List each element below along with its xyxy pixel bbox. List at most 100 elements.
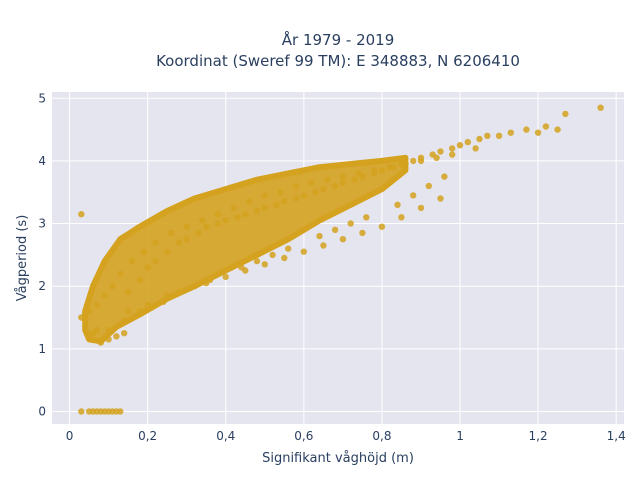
scatter-point (437, 195, 444, 202)
scatter-point (351, 176, 358, 183)
x-tick-label: 1,2 (529, 429, 548, 443)
scatter-point (136, 308, 143, 315)
scatter-point (386, 164, 393, 171)
x-tick-label: 0,4 (216, 429, 235, 443)
scatter-point (312, 189, 319, 196)
scatter-point (370, 167, 378, 174)
scatter-point (214, 211, 222, 218)
scatter-point (261, 261, 268, 268)
scatter-point (144, 264, 151, 271)
scatter-point (253, 207, 261, 215)
scatter-point (199, 217, 206, 224)
scatter-point (113, 333, 120, 340)
x-tick-label: 0,2 (138, 429, 157, 443)
scatter-point (246, 198, 253, 205)
scatter-point (597, 104, 604, 111)
scatter-point (437, 148, 444, 155)
tick-labels: 0 0,2 0,4 0,6 0,8 1 1,2 1,4 0 1 2 3 4 5 (38, 91, 625, 443)
scatter-point (285, 245, 292, 252)
x-tick-label: 0 (66, 429, 74, 443)
scatter-point (175, 239, 183, 246)
y-tick-label: 1 (38, 342, 46, 356)
scatter-point (472, 145, 479, 152)
scatter-point (230, 204, 237, 212)
scatter-point (97, 339, 105, 346)
scatter-point (183, 223, 190, 230)
scatter-point (109, 283, 116, 290)
scatter-point (378, 167, 386, 174)
scatter-point (433, 154, 440, 161)
scatter-point (281, 198, 288, 205)
scatter-point (164, 292, 171, 299)
scatter-point (417, 204, 425, 212)
scatter-point (339, 173, 347, 180)
scatter-point (456, 142, 464, 149)
scatter-point (183, 236, 190, 243)
scatter-point (164, 248, 171, 255)
y-axis-label: Vågperiod (s) (15, 215, 30, 302)
scatter-point (160, 298, 167, 305)
scatter-point (359, 229, 366, 237)
scatter-point (476, 135, 483, 143)
scatter-point (320, 185, 327, 193)
scatter-point (203, 223, 210, 230)
scatter-point (121, 330, 128, 337)
scatter-point (253, 257, 261, 265)
y-tick-label: 5 (38, 91, 46, 105)
scatter-point (308, 179, 315, 186)
scatter-point (449, 145, 456, 152)
scatter-point (152, 257, 159, 265)
scatter-point (183, 286, 190, 293)
scatter-point (300, 248, 307, 255)
scatter-point (167, 229, 175, 237)
scatter-point (121, 317, 128, 324)
scatter-point (214, 220, 222, 227)
scatter-point (261, 192, 268, 199)
scatter-point (222, 217, 229, 224)
scatter-point (292, 182, 300, 190)
y-tick-label: 3 (38, 217, 46, 231)
scatter-point (140, 248, 147, 255)
scatter-point (320, 242, 327, 249)
x-tick-label: 1 (456, 429, 464, 443)
scatter-point (124, 289, 132, 296)
scatter-point (339, 236, 347, 243)
scatter-point (269, 251, 276, 259)
scatter-point (105, 326, 112, 334)
scatter-point (441, 173, 448, 180)
scatter-point (410, 192, 417, 199)
scatter-point (324, 176, 331, 183)
scatter-point (281, 254, 288, 262)
scatter-point (101, 292, 108, 299)
scatter-point (394, 201, 401, 208)
scatter-point (78, 211, 85, 218)
x-tick-label: 0,8 (372, 429, 391, 443)
scatter-point (523, 126, 530, 133)
chart-subtitle: Koordinat (Sweref 99 TM): E 348883, N 62… (156, 52, 520, 70)
scatter-point (222, 273, 229, 280)
scatter-point (191, 283, 198, 290)
scatter-point (331, 226, 339, 233)
scatter-point (261, 204, 268, 212)
scatter-point (554, 126, 561, 133)
scatter-point (93, 301, 101, 309)
scatter-point (542, 123, 550, 130)
scatter-point (378, 223, 386, 230)
y-tick-label: 0 (38, 404, 46, 418)
scatter-point (117, 408, 124, 415)
scatter-point (277, 189, 284, 196)
scatter-point (234, 214, 241, 221)
scatter-point (425, 182, 432, 190)
scatter-point (410, 157, 417, 165)
scatter-point (300, 192, 307, 199)
scatter-point (238, 264, 245, 271)
scatter-point (355, 170, 362, 177)
scatter-point (128, 257, 136, 265)
scatter-point (398, 214, 405, 221)
scatter-point (117, 270, 124, 277)
scatter-point (175, 289, 183, 296)
scatter-point (105, 336, 112, 343)
scatter-point (363, 214, 370, 221)
scatter-point (507, 129, 514, 136)
